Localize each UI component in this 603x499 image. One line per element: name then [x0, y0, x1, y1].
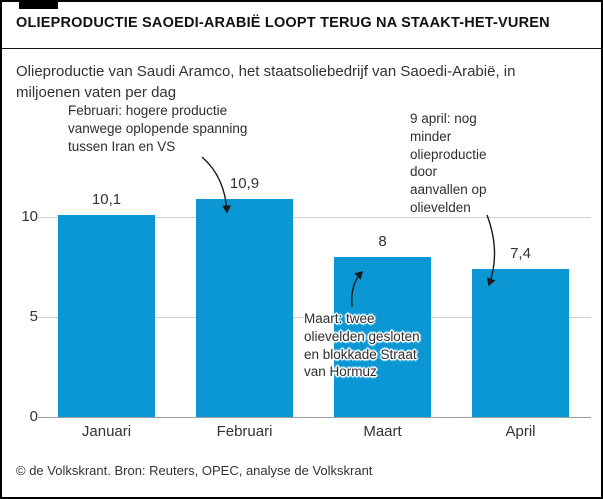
bar-april: [472, 269, 569, 417]
gridline-5: [38, 317, 591, 318]
chart-subtitle: Olieproductie van Saudi Aramco, het staa…: [16, 63, 516, 101]
bar-februari: [196, 199, 293, 417]
annotation-februari: Februari: hogere productie vanwege oplop…: [68, 103, 248, 154]
source-credit: © de Volkskrant. Bron: Reuters, OPEC, an…: [16, 463, 373, 478]
x-axis-label-maart: Maart: [363, 423, 402, 440]
y-axis-label-10: 10: [21, 208, 38, 225]
header-tab-mark: [19, 2, 58, 9]
annotation-9-april: 9 april: nog minder olieproductie door a…: [410, 111, 487, 216]
value-label-april: 7,4: [510, 245, 531, 262]
bar-januari: [58, 215, 155, 417]
x-axis-label-januari: Januari: [81, 423, 132, 440]
value-label-februari: 10,9: [229, 175, 260, 192]
gridline-0: [38, 417, 591, 418]
annotation-maart: Maart: twee olievelden gesloten en blokk…: [304, 311, 420, 380]
y-axis-label-5: 5: [29, 308, 38, 325]
title-divider: [2, 48, 601, 49]
chart-title: OLIEPRODUCTIE SAOEDI-ARABIË LOOPT TERUG …: [16, 15, 550, 31]
x-axis-label-april: April: [505, 423, 536, 440]
value-label-januari: 10,1: [91, 191, 122, 208]
y-axis-label-0: 0: [29, 408, 38, 425]
value-label-maart: 8: [378, 233, 387, 250]
bar-maart: [334, 257, 431, 417]
gridline-10: [38, 217, 591, 218]
x-axis-label-februari: Februari: [216, 423, 273, 440]
